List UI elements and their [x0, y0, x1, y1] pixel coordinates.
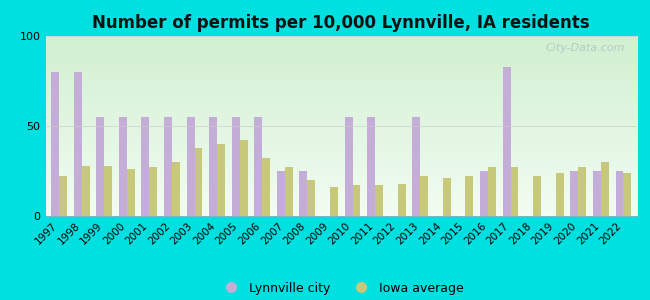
Bar — [194, 148, 202, 216]
Bar — [232, 117, 240, 216]
Bar — [307, 180, 315, 216]
Bar — [421, 176, 428, 216]
Bar — [172, 162, 180, 216]
Bar — [344, 117, 352, 216]
Bar — [616, 171, 623, 216]
Bar — [96, 117, 104, 216]
Bar — [277, 171, 285, 216]
Bar — [119, 117, 127, 216]
Bar — [150, 167, 157, 216]
Bar — [330, 187, 338, 216]
Text: City-Data.com: City-Data.com — [545, 43, 625, 53]
Bar — [209, 117, 217, 216]
Bar — [578, 167, 586, 216]
Bar — [262, 158, 270, 216]
Bar — [254, 117, 262, 216]
Bar — [104, 166, 112, 216]
Bar — [59, 176, 67, 216]
Bar — [51, 72, 59, 216]
Bar — [533, 176, 541, 216]
Bar — [352, 185, 361, 216]
Bar — [217, 144, 225, 216]
Bar — [142, 117, 150, 216]
Bar — [623, 173, 631, 216]
Bar — [571, 171, 578, 216]
Bar — [164, 117, 172, 216]
Bar — [480, 171, 488, 216]
Bar — [240, 140, 248, 216]
Bar — [187, 117, 194, 216]
Legend: Lynnville city, Iowa average: Lynnville city, Iowa average — [214, 277, 469, 300]
Bar — [367, 117, 375, 216]
Bar — [300, 171, 307, 216]
Bar — [502, 67, 510, 216]
Title: Number of permits per 10,000 Lynnville, IA residents: Number of permits per 10,000 Lynnville, … — [92, 14, 590, 32]
Bar — [82, 166, 90, 216]
Bar — [593, 171, 601, 216]
Bar — [127, 169, 135, 216]
Bar — [443, 178, 450, 216]
Bar — [412, 117, 421, 216]
Bar — [375, 185, 383, 216]
Bar — [398, 184, 406, 216]
Bar — [285, 167, 292, 216]
Bar — [601, 162, 609, 216]
Bar — [73, 72, 82, 216]
Bar — [510, 167, 519, 216]
Bar — [465, 176, 473, 216]
Bar — [556, 173, 564, 216]
Bar — [488, 167, 496, 216]
